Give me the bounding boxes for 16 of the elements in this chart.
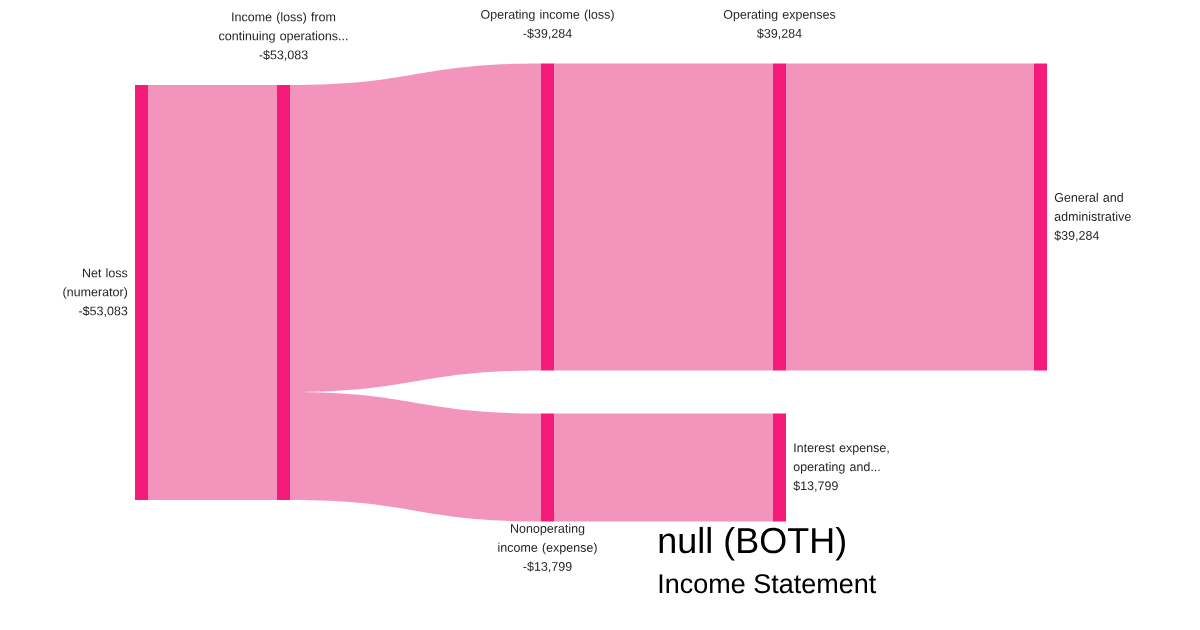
category-label: Net loss (numerator) (63, 268, 128, 299)
category-label: Nonoperating income (expense) (498, 523, 597, 555)
category-label: Income (loss) from continuing operations... (219, 12, 348, 43)
data-label: $39,284 (1054, 230, 1099, 242)
data-label: -$53,083 (79, 305, 128, 317)
text: Income Statement (659, 574, 877, 594)
category-label: Operating income (loss) (481, 9, 614, 22)
category-label: Operating expenses (723, 9, 836, 22)
data-label: -$53,083 (259, 49, 308, 61)
data-label: $13,799 (793, 480, 838, 492)
category-label: General and administrative (1054, 192, 1131, 221)
data-label: -$13,799 (523, 561, 572, 573)
data-label: $39,284 (757, 28, 802, 40)
data-label: -$39,284 (523, 28, 572, 40)
category-label: Interest expense, operating and... (793, 443, 889, 474)
text: null (BOTH) (659, 526, 845, 561)
